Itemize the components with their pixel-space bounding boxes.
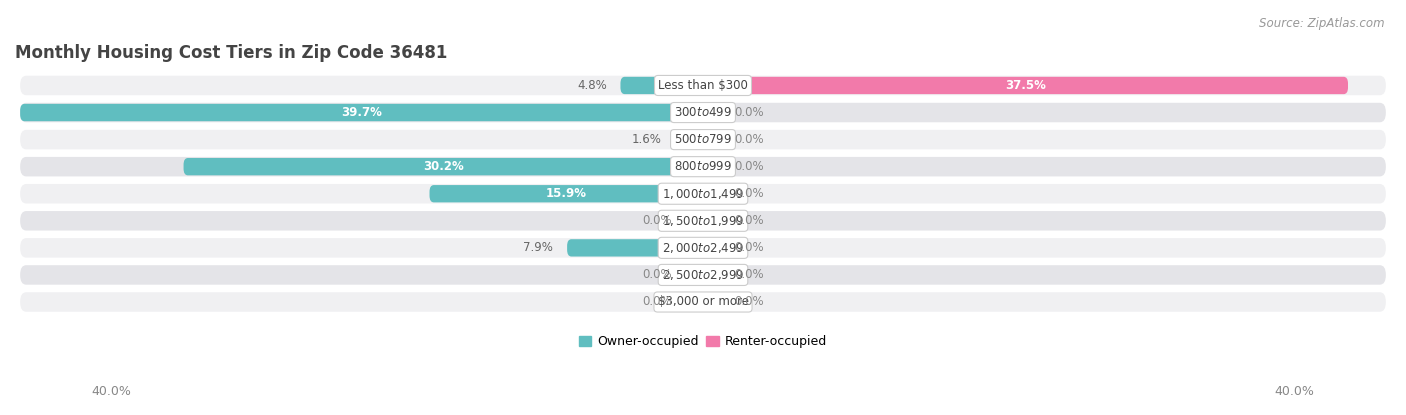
FancyBboxPatch shape [567,239,703,256]
FancyBboxPatch shape [184,158,703,175]
Text: 7.9%: 7.9% [523,242,554,254]
Text: 0.0%: 0.0% [734,187,763,200]
FancyBboxPatch shape [20,104,703,121]
Text: 0.0%: 0.0% [734,133,763,146]
FancyBboxPatch shape [20,211,1386,231]
Text: 40.0%: 40.0% [91,386,131,398]
Text: 0.0%: 0.0% [734,242,763,254]
Text: $300 to $499: $300 to $499 [673,106,733,119]
Text: 1.6%: 1.6% [631,133,662,146]
FancyBboxPatch shape [20,157,1386,176]
Text: 0.0%: 0.0% [734,160,763,173]
Text: $800 to $999: $800 to $999 [673,160,733,173]
FancyBboxPatch shape [20,103,1386,122]
Text: $3,000 or more: $3,000 or more [658,295,748,308]
Text: Less than $300: Less than $300 [658,79,748,92]
FancyBboxPatch shape [20,76,1386,95]
Text: 40.0%: 40.0% [1275,386,1315,398]
Text: 0.0%: 0.0% [643,269,672,281]
FancyBboxPatch shape [20,130,1386,149]
Text: 4.8%: 4.8% [576,79,606,92]
Text: 0.0%: 0.0% [643,214,672,227]
Text: 0.0%: 0.0% [734,269,763,281]
Text: $2,500 to $2,999: $2,500 to $2,999 [662,268,744,282]
Legend: Owner-occupied, Renter-occupied: Owner-occupied, Renter-occupied [574,330,832,353]
Text: Source: ZipAtlas.com: Source: ZipAtlas.com [1260,17,1385,29]
Text: $2,000 to $2,499: $2,000 to $2,499 [662,241,744,255]
FancyBboxPatch shape [20,184,1386,203]
Text: $1,000 to $1,499: $1,000 to $1,499 [662,187,744,201]
FancyBboxPatch shape [20,265,1386,285]
Text: $1,500 to $1,999: $1,500 to $1,999 [662,214,744,228]
Text: 15.9%: 15.9% [546,187,586,200]
Text: 0.0%: 0.0% [734,295,763,308]
FancyBboxPatch shape [620,77,703,94]
FancyBboxPatch shape [675,131,703,148]
Text: 0.0%: 0.0% [734,106,763,119]
FancyBboxPatch shape [20,292,1386,312]
Text: Monthly Housing Cost Tiers in Zip Code 36481: Monthly Housing Cost Tiers in Zip Code 3… [15,44,447,62]
Text: 30.2%: 30.2% [423,160,464,173]
Text: 37.5%: 37.5% [1005,79,1046,92]
FancyBboxPatch shape [703,77,1348,94]
FancyBboxPatch shape [20,238,1386,258]
Text: 39.7%: 39.7% [342,106,382,119]
Text: 0.0%: 0.0% [643,295,672,308]
Text: $500 to $799: $500 to $799 [673,133,733,146]
Text: 0.0%: 0.0% [734,214,763,227]
FancyBboxPatch shape [429,185,703,203]
